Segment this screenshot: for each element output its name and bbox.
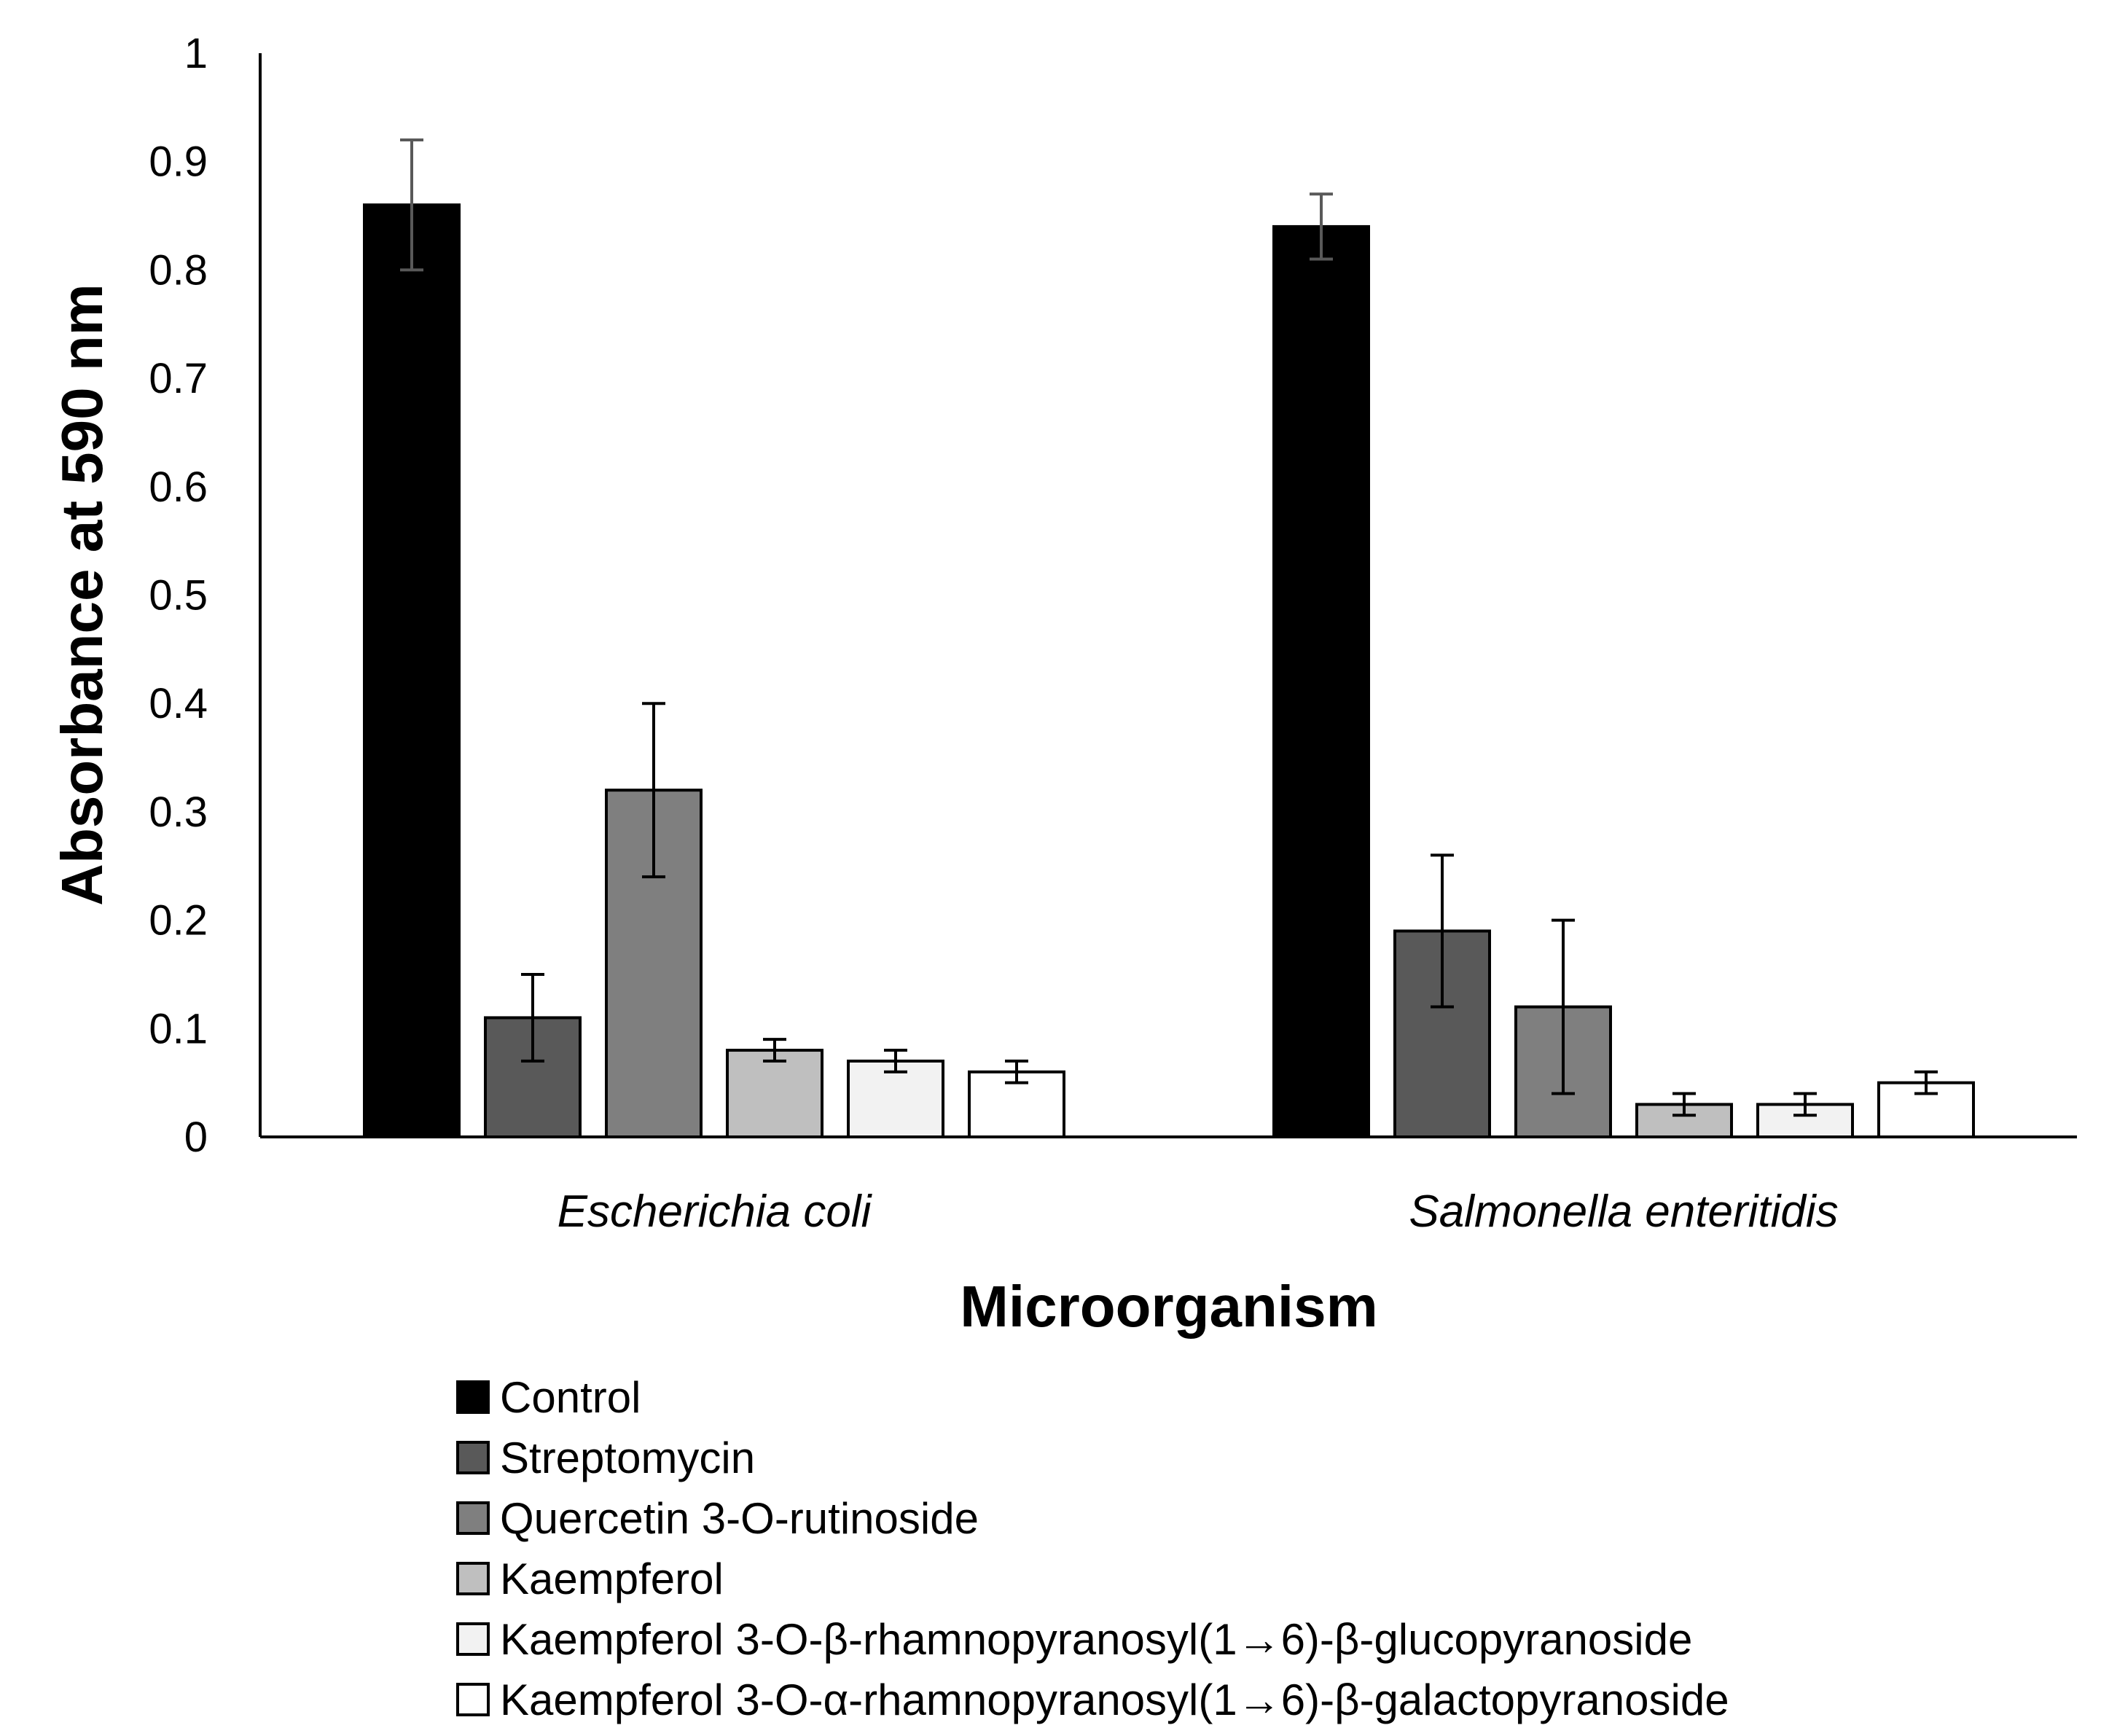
error-bar-3-1 [1672, 1092, 1696, 1117]
bar-0-0 [363, 203, 461, 1138]
y-axis-title: Absorbance at 590 nm [50, 284, 114, 906]
legend-swatch [456, 1441, 490, 1474]
error-bar-0-1 [1310, 192, 1333, 261]
error-bar-1-0 [521, 972, 544, 1063]
legend-label: Kaempferol [500, 1555, 724, 1603]
bars [363, 203, 1975, 1139]
error-bar-4-0 [884, 1049, 907, 1074]
error-bar-5-0 [1005, 1059, 1028, 1084]
y-tick-label: 0.2 [149, 897, 208, 945]
error-bar-5-1 [1914, 1070, 1938, 1095]
y-tick-label: 0.7 [149, 355, 208, 402]
bar-5-0 [968, 1070, 1065, 1139]
error-bars [400, 138, 1938, 1117]
legend-label: Kaempferol 3-O-α-rhamnopyranosyl(1→6)-β-… [500, 1676, 1729, 1724]
y-axis-ticks: 0 0.1 0.2 0.3 0.4 0.5 0.6 0.7 0.8 0.9 1 [149, 30, 208, 1161]
x-category-label: Salmonella enteritidis [1409, 1186, 1838, 1237]
y-tick-label: 0.6 [149, 464, 208, 511]
y-tick-label: 0.1 [149, 1005, 208, 1052]
legend: Control Streptomycin Quercetin 3-O-rutinos… [456, 1373, 1729, 1724]
bar-0-1 [1272, 224, 1370, 1138]
error-bar-0-0 [400, 138, 423, 272]
legend-swatch [456, 1622, 490, 1656]
error-bar-1-1 [1431, 853, 1454, 1009]
y-tick-label: 1 [184, 30, 208, 77]
error-bar-2-1 [1552, 918, 1575, 1095]
legend-swatch [456, 1501, 490, 1535]
x-axis-title: Microorganism [960, 1274, 1377, 1339]
y-tick-label: 0.5 [149, 572, 208, 619]
x-category-label: Escherichia coli [557, 1186, 873, 1237]
legend-label: Kaempferol 3-O-β-rhamnopyranosyl(1→6)-β-… [500, 1615, 1692, 1664]
legend-label: Quercetin 3-O-rutinoside [500, 1494, 979, 1543]
y-tick-label: 0.3 [149, 789, 208, 836]
error-bar-3-0 [763, 1038, 786, 1063]
y-tick-label: 0.4 [149, 680, 208, 727]
error-bar-4-1 [1793, 1092, 1817, 1117]
legend-label: Streptomycin [500, 1434, 755, 1482]
x-axis-categories: Escherichia coli Salmonella enteritidis [557, 1186, 1839, 1237]
y-tick-label: 0.8 [149, 246, 208, 294]
legend-swatch [456, 1562, 490, 1595]
legend-label: Control [500, 1373, 641, 1422]
bar-3-0 [726, 1049, 823, 1139]
error-bar-2-0 [642, 702, 665, 879]
y-tick-label: 0.9 [149, 138, 208, 186]
legend-swatch [456, 1380, 490, 1414]
legend-swatch [456, 1683, 490, 1716]
y-tick-label: 0 [184, 1114, 208, 1161]
